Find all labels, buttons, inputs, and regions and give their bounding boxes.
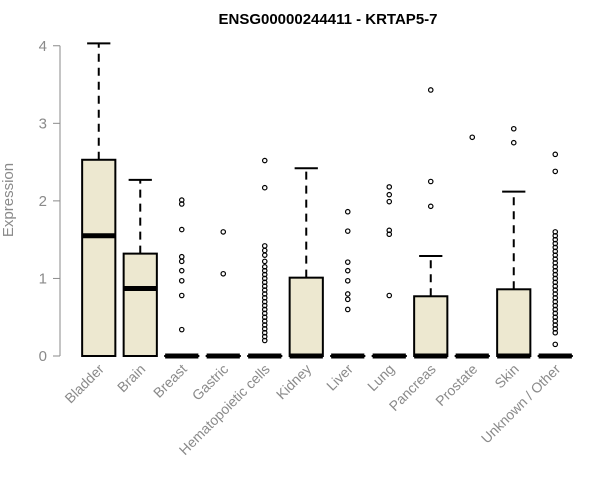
outlier-point	[178, 201, 185, 207]
y-tick-label: 1	[39, 270, 47, 287]
box-group	[454, 134, 490, 359]
box-group	[81, 42, 117, 357]
outlier-point	[178, 253, 185, 260]
box-group	[330, 208, 366, 359]
outlier-point	[386, 231, 393, 238]
outlier-point	[552, 341, 559, 348]
box	[81, 158, 117, 357]
x-tick-label: Skin	[491, 361, 522, 392]
outlier-point	[344, 296, 351, 303]
outlier-point	[344, 267, 351, 274]
box	[288, 276, 324, 358]
boxes-layer	[81, 42, 573, 359]
outlier-point	[344, 291, 351, 297]
outlier-point	[220, 270, 227, 277]
x-tick-label: Lung	[364, 361, 397, 394]
box	[413, 295, 449, 357]
box-group	[288, 167, 324, 359]
outlier-point	[510, 139, 517, 146]
outlier-point	[261, 243, 268, 249]
y-axis: 0 1 2 3 4	[39, 38, 61, 365]
outlier-point	[427, 203, 434, 210]
outlier-point	[386, 292, 393, 299]
y-tick-label: 0	[39, 348, 47, 365]
outlier-point	[261, 157, 268, 164]
outlier-point	[552, 151, 559, 158]
x-tick-label: Kidney	[273, 361, 315, 403]
outlier-point	[552, 329, 559, 336]
box-group	[122, 178, 158, 357]
outlier-point	[344, 208, 351, 215]
outlier-point	[427, 178, 434, 185]
outlier-point	[344, 228, 351, 234]
outlier-point	[261, 337, 268, 344]
x-tick-label: Breast	[150, 361, 190, 401]
outlier-point	[178, 292, 185, 299]
outlier-point	[386, 198, 393, 205]
box-group	[205, 229, 241, 359]
x-tick-label: Liver	[323, 361, 356, 394]
outlier-point	[386, 191, 393, 198]
outlier-point	[469, 134, 476, 141]
outlier-point	[344, 259, 351, 265]
y-tick-label: 3	[39, 115, 47, 132]
box-group	[413, 87, 449, 359]
box	[122, 252, 158, 357]
x-tick-label: Prostate	[432, 361, 480, 409]
box-group	[164, 197, 200, 359]
outlier-point	[344, 277, 351, 284]
outlier-point	[220, 229, 227, 235]
outlier-point	[344, 306, 351, 313]
box-group	[247, 157, 283, 359]
x-tick-label: Bladder	[61, 361, 107, 407]
outlier-point	[552, 168, 559, 175]
outlier-point	[427, 87, 434, 93]
outlier-point	[178, 277, 185, 284]
y-tick-label: 2	[39, 193, 47, 210]
box-group	[537, 151, 573, 359]
box-group	[371, 184, 407, 359]
outlier-point	[178, 258, 185, 265]
outlier-point	[178, 267, 185, 274]
outlier-point	[261, 258, 268, 265]
x-tick-label: Brain	[114, 361, 148, 395]
outlier-point	[178, 326, 185, 333]
box	[496, 288, 532, 357]
outlier-point	[386, 184, 393, 190]
box-group	[496, 125, 532, 359]
y-axis-label: Expression	[0, 163, 17, 237]
outlier-point	[510, 125, 517, 132]
outlier-point	[178, 226, 185, 233]
y-tick-label: 4	[39, 38, 47, 55]
x-tick-label: Unknown / Other	[478, 361, 564, 447]
outlier-point	[261, 184, 268, 191]
chart-title: ENSG00000244411 - KRTAP5-7	[218, 11, 437, 28]
outlier-point	[261, 252, 268, 258]
outlier-point	[261, 247, 268, 254]
